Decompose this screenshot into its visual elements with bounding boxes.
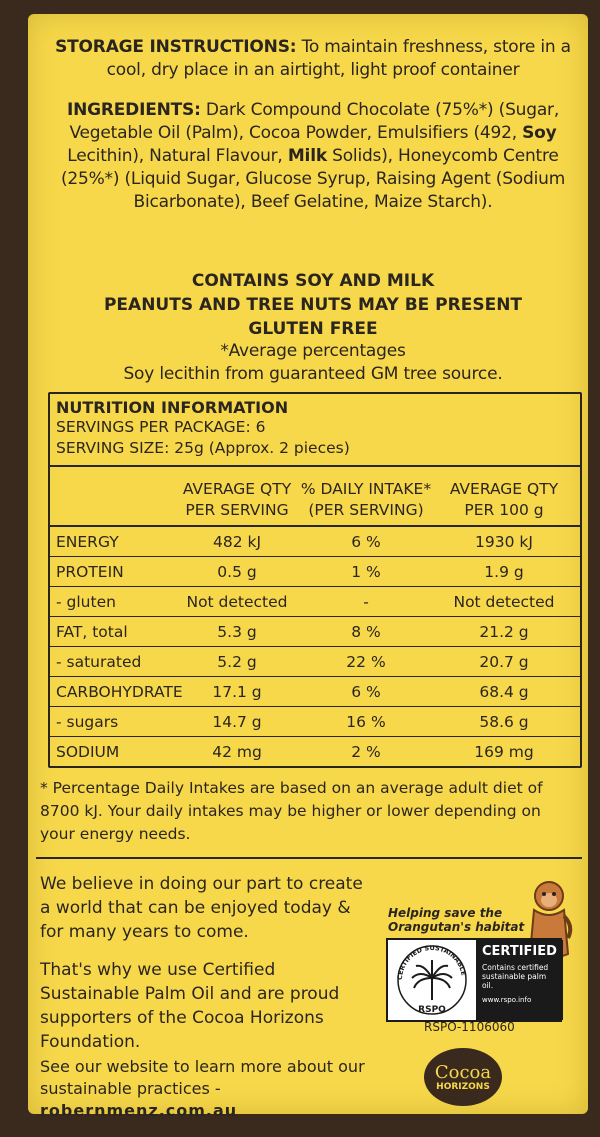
rspo-code: RSPO-1106060 bbox=[424, 1020, 515, 1034]
cell-per-100g: 20.7 g bbox=[479, 652, 529, 671]
helping-text: Helping save the Orangutan's habitat bbox=[388, 906, 524, 934]
daily-intake-footnote: * Percentage Daily Intakes are based on … bbox=[40, 779, 543, 843]
servings-per-package: SERVINGS PER PACKAGE: 6 bbox=[56, 418, 266, 436]
ingredients-soy: Soy bbox=[522, 123, 557, 143]
cell-daily-intake: 8 % bbox=[351, 622, 381, 641]
cell-nutrient: ENERGY bbox=[56, 532, 119, 551]
cell-daily-intake: 1 % bbox=[351, 562, 381, 581]
horizons-word: HORIZONS bbox=[436, 1082, 490, 1092]
cell-daily-intake: - bbox=[363, 592, 369, 611]
nutrition-row: FAT, total 5.3 g 8 % 21.2 g bbox=[50, 616, 580, 646]
nutrition-title: NUTRITION INFORMATION bbox=[56, 398, 289, 417]
nutrition-row: PROTEIN 0.5 g 1 % 1.9 g bbox=[50, 556, 580, 586]
cell-nutrient: FAT, total bbox=[56, 622, 128, 641]
nutrition-header-row: AVERAGE QTY PER SERVING % DAILY INTAKE* … bbox=[50, 467, 580, 525]
nutrition-row: - gluten Not detected - Not detected bbox=[50, 586, 580, 616]
nutrition-row: ENERGY 482 kJ 6 % 1930 kJ bbox=[50, 525, 580, 556]
serving-size: SERVING SIZE: 25g (Approx. 2 pieces) bbox=[56, 439, 350, 457]
nutrition-row: - saturated 5.2 g 22 % 20.7 g bbox=[50, 646, 580, 676]
cell-per-serving: 5.2 g bbox=[217, 652, 257, 671]
nutrition-row: SODIUM 42 mg 2 % 169 mg bbox=[50, 736, 580, 766]
nutrition-rows: ENERGY 482 kJ 6 % 1930 kJ PROTEIN 0.5 g 1 % 1.9… bbox=[50, 525, 580, 766]
contains-certified: Contains certified sustainable palm oil. bbox=[482, 963, 549, 990]
percentage-notes: *Average percentages Soy lecithin from g… bbox=[40, 340, 586, 386]
cell-per-serving: 42 mg bbox=[212, 742, 262, 761]
website-prompt: See our website to learn more about our … bbox=[40, 1057, 365, 1098]
section-divider bbox=[36, 857, 582, 859]
storage-text: To maintain freshness, store in a cool, … bbox=[106, 37, 571, 80]
header-per-serving: AVERAGE QTY PER SERVING bbox=[182, 480, 292, 519]
website-link[interactable]: robernmenz.com.au bbox=[40, 1101, 238, 1120]
ingredients: INGREDIENTS: Dark Compound Chocolate (75… bbox=[40, 99, 586, 214]
cell-daily-intake: 6 % bbox=[351, 682, 381, 701]
belief-statement: We believe in doing our part to create a… bbox=[40, 874, 363, 942]
allergen-warnings: CONTAINS SOY AND MILK PEANUTS AND TREE N… bbox=[40, 269, 586, 341]
storage-instructions: STORAGE INSTRUCTIONS: To maintain freshn… bbox=[40, 36, 586, 82]
cell-per-100g: 169 mg bbox=[474, 742, 534, 761]
cell-per-100g: 1930 kJ bbox=[475, 532, 533, 551]
header-per-100g: AVERAGE QTY PER 100 g bbox=[449, 480, 559, 519]
warning-nuts: PEANUTS AND TREE NUTS MAY BE PRESENT bbox=[103, 295, 523, 315]
cell-daily-intake: 2 % bbox=[351, 742, 381, 761]
cell-per-serving: 482 kJ bbox=[212, 532, 262, 551]
ingredients-milk: Milk bbox=[287, 146, 327, 166]
ingredients-text-1: Dark Compound Chocolate (75%*) (Sugar, V… bbox=[69, 100, 560, 143]
cell-nutrient: - saturated bbox=[56, 652, 142, 671]
website-statement: See our website to learn more about our … bbox=[40, 1056, 370, 1122]
rspo-url: www.rspo.info bbox=[482, 996, 532, 1004]
cell-nutrient: - gluten bbox=[56, 592, 116, 611]
cell-per-100g: 68.4 g bbox=[479, 682, 529, 701]
cell-daily-intake: 6 % bbox=[351, 532, 381, 551]
palm-icon: CERTIFIED SUSTAINABLE PALM OIL RSPO bbox=[385, 934, 468, 1015]
cell-per-serving: 5.3 g bbox=[217, 622, 257, 641]
cell-daily-intake: 22 % bbox=[346, 652, 386, 671]
cell-nutrient: CARBOHYDRATE bbox=[56, 682, 183, 701]
storage-heading: STORAGE INSTRUCTIONS: bbox=[55, 37, 297, 57]
ingredients-heading: INGREDIENTS: bbox=[66, 100, 201, 120]
rspo-logo-word: RSPO bbox=[418, 1005, 446, 1015]
ingredients-text-3: Solids), Honeycomb Centre (25%*) (Liquid… bbox=[60, 146, 566, 212]
helping-line-2: Orangutan's habitat bbox=[388, 920, 525, 934]
cell-per-100g: 58.6 g bbox=[479, 712, 529, 731]
nutrition-row: CARBOHYDRATE 17.1 g 6 % 68.4 g bbox=[50, 676, 580, 706]
certified-box: CERTIFIED Contains certified sustainable… bbox=[476, 940, 563, 1020]
cell-per-serving: 0.5 g bbox=[217, 562, 257, 581]
warning-contains: CONTAINS SOY AND MILK bbox=[191, 271, 435, 291]
cell-per-100g: 1.9 g bbox=[484, 562, 524, 581]
cocoa-word: Cocoa bbox=[434, 1062, 492, 1083]
cell-daily-intake: 16 % bbox=[346, 712, 386, 731]
ingredients-text-2: Lecithin), Natural Flavour, bbox=[67, 146, 288, 166]
nutrition-divider bbox=[50, 465, 580, 467]
certified-label: CERTIFIED bbox=[482, 944, 557, 959]
cell-per-serving: 14.7 g bbox=[212, 712, 262, 731]
label-panel bbox=[28, 14, 588, 1114]
cell-nutrient: - sugars bbox=[56, 712, 119, 731]
nutrition-panel: NUTRITION INFORMATION SERVINGS PER PACKA… bbox=[48, 392, 582, 768]
rspo-badge: CERTIFIED SUSTAINABLE PALM OIL RSPO CERT… bbox=[385, 934, 563, 1022]
cocoa-horizons-logo: Cocoa HORIZONS bbox=[424, 1048, 502, 1106]
header-daily-intake: % DAILY INTAKE* (PER SERVING) bbox=[300, 480, 432, 519]
nutrition-row: - sugars 14.7 g 16 % 58.6 g bbox=[50, 706, 580, 736]
header-nutrient bbox=[50, 479, 178, 521]
cell-per-serving: 17.1 g bbox=[212, 682, 262, 701]
warning-gluten-free: GLUTEN FREE bbox=[248, 319, 378, 339]
cell-per-100g: Not detected bbox=[453, 592, 555, 611]
cell-nutrient: PROTEIN bbox=[56, 562, 124, 581]
palm-oil-statement: That's why we use Certified Sustainable … bbox=[40, 960, 340, 1052]
helping-line-1: Helping save the bbox=[388, 906, 503, 920]
note-soy-lecithin: Soy lecithin from guaranteed GM tree sou… bbox=[123, 364, 503, 384]
cell-per-serving: Not detected bbox=[186, 592, 288, 611]
cell-nutrient: SODIUM bbox=[56, 742, 120, 761]
note-average: *Average percentages bbox=[220, 341, 406, 361]
rspo-logo: CERTIFIED SUSTAINABLE PALM OIL RSPO bbox=[385, 934, 476, 1020]
cell-per-100g: 21.2 g bbox=[479, 622, 529, 641]
